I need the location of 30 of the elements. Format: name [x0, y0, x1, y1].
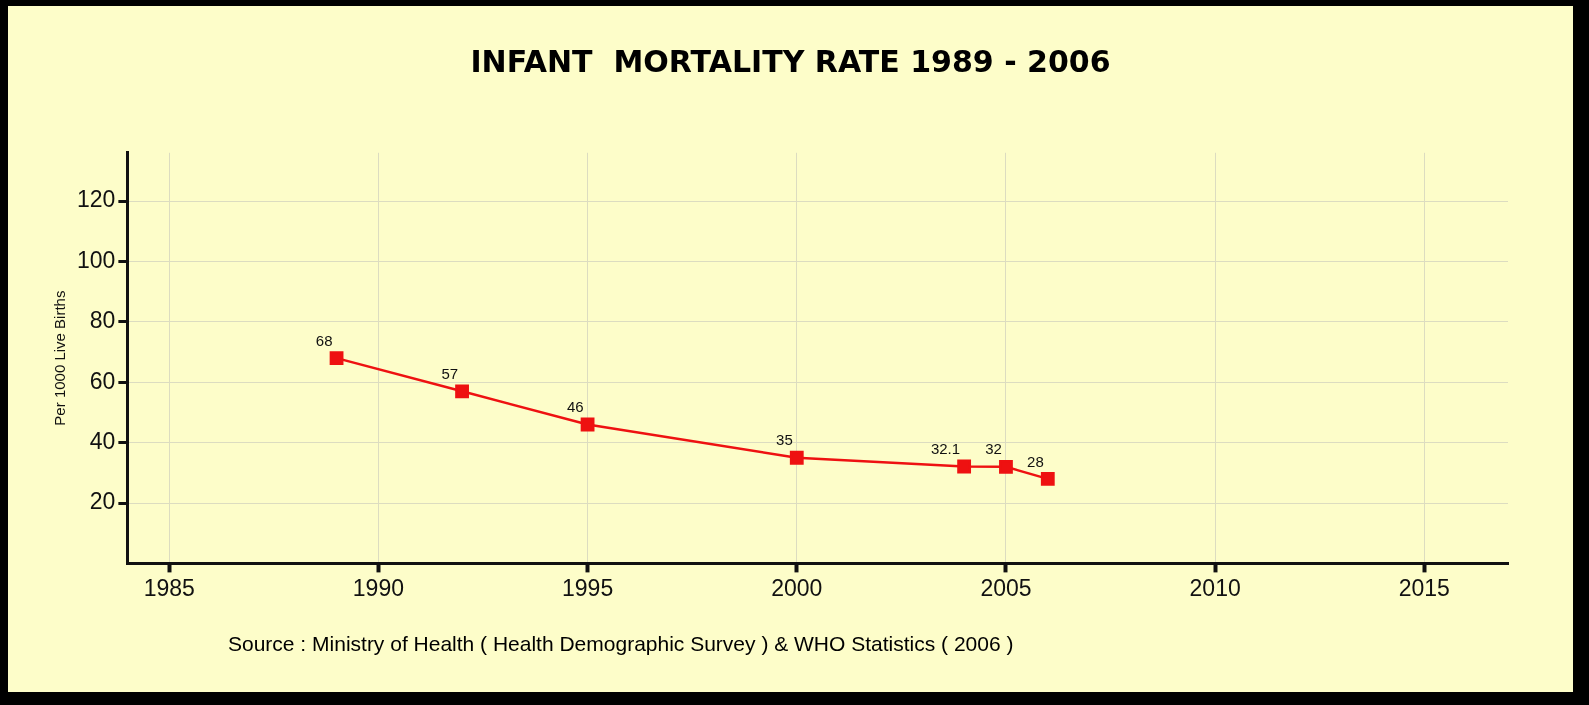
- x-tick-label: 2015: [1398, 574, 1450, 601]
- y-tick-label: 80: [89, 307, 116, 334]
- data-label: 46: [566, 398, 584, 416]
- data-label: 35: [776, 431, 793, 449]
- point: [1040, 471, 1055, 486]
- point: [999, 459, 1013, 474]
- x-tick-label: 2005: [980, 574, 1032, 601]
- y-tick-label: 120: [77, 186, 116, 213]
- point: [957, 459, 972, 474]
- x-tick-label: 1990: [352, 574, 404, 601]
- y-tick-label: 20: [89, 488, 116, 515]
- data-label: 32.1: [930, 440, 961, 458]
- point: [329, 351, 344, 366]
- data-label: 28: [1027, 452, 1044, 470]
- y-tick-label: 60: [89, 367, 116, 394]
- x-tick-label: 2000: [771, 574, 823, 601]
- x-tick-label: 1985: [143, 574, 195, 601]
- y-tick-label: 40: [89, 427, 116, 454]
- y-tick-label: 100: [77, 246, 116, 273]
- y-axis-title: Per 1000 Live Births: [51, 290, 69, 426]
- data-label: 68: [315, 331, 333, 349]
- point: [455, 384, 469, 399]
- data-label: 57: [441, 364, 459, 382]
- x-tick-label: 1995: [562, 574, 614, 601]
- source-note: Source : Ministry of Health ( Health Demographic Survey ) & WHO Statistics ( 2006 ): [228, 632, 1014, 656]
- chart-title: INFANT MORTALITY RATE 1989 - 2006: [469, 44, 1112, 79]
- point: [580, 417, 595, 432]
- x-tick-label: 2010: [1189, 574, 1241, 601]
- point: [789, 450, 804, 465]
- data-label: 32: [985, 440, 1002, 458]
